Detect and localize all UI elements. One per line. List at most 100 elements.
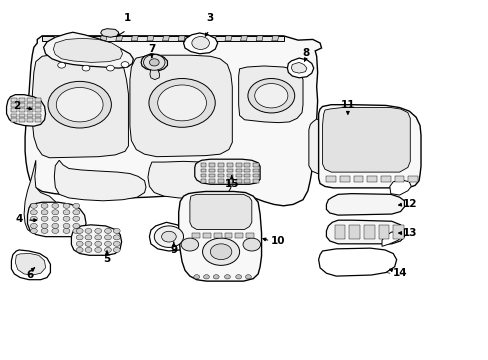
Circle shape xyxy=(52,203,59,208)
Circle shape xyxy=(41,228,48,233)
Polygon shape xyxy=(256,36,263,41)
Circle shape xyxy=(73,228,80,233)
Circle shape xyxy=(158,85,206,121)
Polygon shape xyxy=(71,225,122,255)
Polygon shape xyxy=(11,103,17,107)
Polygon shape xyxy=(53,36,60,41)
Polygon shape xyxy=(178,36,184,41)
Polygon shape xyxy=(209,179,215,183)
Polygon shape xyxy=(235,233,243,238)
Polygon shape xyxy=(366,176,376,182)
Text: 14: 14 xyxy=(392,268,407,278)
Circle shape xyxy=(52,216,59,221)
Circle shape xyxy=(85,241,92,246)
Circle shape xyxy=(85,228,92,233)
Polygon shape xyxy=(54,160,146,201)
Polygon shape xyxy=(218,163,224,167)
Circle shape xyxy=(104,241,111,246)
Circle shape xyxy=(76,228,83,233)
Polygon shape xyxy=(69,36,76,41)
Polygon shape xyxy=(353,176,363,182)
Polygon shape xyxy=(348,225,359,239)
Circle shape xyxy=(41,210,48,215)
Polygon shape xyxy=(147,36,154,41)
Polygon shape xyxy=(389,180,410,195)
Circle shape xyxy=(52,210,59,215)
Polygon shape xyxy=(363,225,374,239)
Circle shape xyxy=(41,224,48,228)
Polygon shape xyxy=(253,174,259,177)
Text: 15: 15 xyxy=(224,179,239,189)
Circle shape xyxy=(104,235,111,240)
Polygon shape xyxy=(226,174,232,177)
Polygon shape xyxy=(339,176,349,182)
Circle shape xyxy=(73,224,80,228)
Polygon shape xyxy=(244,179,250,183)
Polygon shape xyxy=(200,179,206,183)
Polygon shape xyxy=(244,163,250,167)
Polygon shape xyxy=(193,36,200,41)
Polygon shape xyxy=(11,108,17,112)
Circle shape xyxy=(58,62,65,68)
Circle shape xyxy=(235,275,241,279)
Circle shape xyxy=(63,228,70,233)
Circle shape xyxy=(30,224,37,228)
Polygon shape xyxy=(27,98,33,102)
Circle shape xyxy=(63,216,70,221)
Polygon shape xyxy=(209,174,215,177)
Circle shape xyxy=(113,247,120,252)
Polygon shape xyxy=(378,225,388,239)
Circle shape xyxy=(113,228,120,233)
Polygon shape xyxy=(253,179,259,183)
Circle shape xyxy=(41,216,48,221)
Circle shape xyxy=(113,235,120,240)
Polygon shape xyxy=(244,174,250,177)
Polygon shape xyxy=(35,108,41,112)
Circle shape xyxy=(30,210,37,215)
Polygon shape xyxy=(200,168,206,172)
Polygon shape xyxy=(380,176,390,182)
Text: 10: 10 xyxy=(270,236,285,246)
Circle shape xyxy=(254,84,287,108)
Polygon shape xyxy=(178,192,261,281)
Polygon shape xyxy=(101,29,119,37)
Polygon shape xyxy=(194,159,260,184)
Circle shape xyxy=(245,275,251,279)
Polygon shape xyxy=(189,194,251,229)
Circle shape xyxy=(41,203,48,208)
Polygon shape xyxy=(11,98,17,102)
Polygon shape xyxy=(326,176,335,182)
Circle shape xyxy=(143,54,164,70)
Polygon shape xyxy=(25,36,321,206)
Circle shape xyxy=(85,247,92,252)
Polygon shape xyxy=(11,250,50,280)
Circle shape xyxy=(76,235,83,240)
Circle shape xyxy=(82,65,90,71)
Circle shape xyxy=(210,244,231,260)
Polygon shape xyxy=(200,174,206,177)
Polygon shape xyxy=(326,220,404,244)
Circle shape xyxy=(191,37,209,49)
Circle shape xyxy=(154,226,183,247)
Circle shape xyxy=(30,228,37,233)
Polygon shape xyxy=(19,98,25,102)
Polygon shape xyxy=(27,108,33,112)
Polygon shape xyxy=(27,202,86,237)
Polygon shape xyxy=(100,36,107,41)
Polygon shape xyxy=(183,33,217,54)
Circle shape xyxy=(30,203,37,208)
Circle shape xyxy=(30,216,37,221)
Polygon shape xyxy=(318,248,396,276)
Polygon shape xyxy=(240,36,247,41)
Polygon shape xyxy=(35,114,41,117)
Polygon shape xyxy=(226,179,232,183)
Circle shape xyxy=(52,228,59,233)
Polygon shape xyxy=(271,36,278,41)
Polygon shape xyxy=(235,174,241,177)
Polygon shape xyxy=(24,160,59,234)
Polygon shape xyxy=(84,36,91,41)
Polygon shape xyxy=(407,176,417,182)
Polygon shape xyxy=(53,39,122,62)
Circle shape xyxy=(149,59,159,66)
Polygon shape xyxy=(35,103,41,107)
